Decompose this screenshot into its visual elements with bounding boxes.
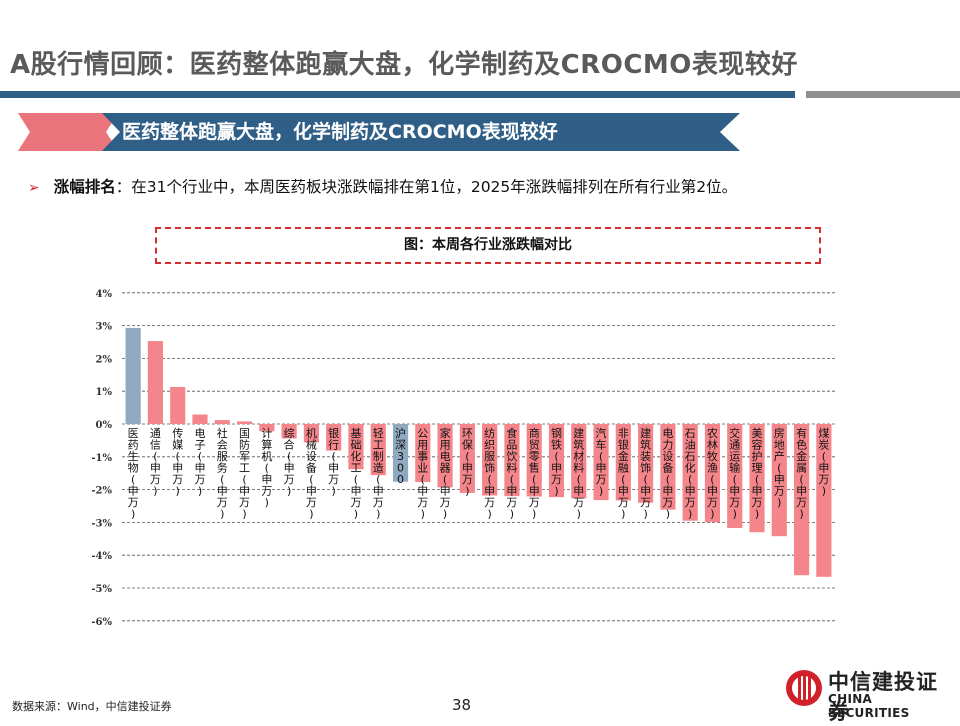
category-label: 纺织服饰(申万) xyxy=(484,426,495,521)
category-label: 环保(申万) xyxy=(462,427,473,498)
category-label: 通信(申万) xyxy=(150,427,161,498)
bar xyxy=(704,424,721,523)
bar xyxy=(482,424,498,496)
category-label: 商贸零售(申万) xyxy=(529,426,540,521)
bullet-arrow-icon: ➢ xyxy=(28,180,40,196)
category-label: 建筑材料(申万) xyxy=(573,426,584,521)
bar xyxy=(281,424,297,439)
title-rule-gray xyxy=(806,91,960,98)
bar xyxy=(170,386,186,424)
category-label: 国防军工(申万) xyxy=(239,427,250,521)
bullet-point: ➢ 涨幅排名：在31个行业中，本周医药板块涨跌幅排在第1位，2025年涨跌幅排列在… xyxy=(28,175,737,197)
bar xyxy=(415,424,431,483)
bar xyxy=(727,424,743,528)
bar xyxy=(660,424,676,510)
category-label: 轻工制造(申万) xyxy=(373,426,384,521)
bar xyxy=(326,424,342,451)
bar xyxy=(526,424,542,497)
bullet-text: ：在31个行业中，本周医药板块涨跌幅排在第1位，2025年涨跌幅排列在所有行业第… xyxy=(115,178,738,196)
logo-english-name: CHINA SECURITIES xyxy=(828,692,910,720)
bar xyxy=(749,424,765,533)
category-label: 非银金融(申万) xyxy=(618,427,629,521)
category-label: 计算机(申万) xyxy=(261,427,272,509)
bar xyxy=(571,424,587,499)
category-label: 有色金属(申万) xyxy=(796,426,807,521)
bar xyxy=(125,327,141,424)
category-label: 综合(申万) xyxy=(284,426,295,498)
bar xyxy=(459,424,475,493)
category-label: 沪深 3 0 0 xyxy=(395,426,406,486)
category-label: 医药生物(申万) xyxy=(128,427,139,521)
category-label: 煤炭(申万) xyxy=(818,427,829,498)
y-tick-label: 2% xyxy=(96,354,113,365)
bar xyxy=(504,424,520,497)
y-tick-label: -4% xyxy=(91,551,112,562)
bar xyxy=(236,421,253,424)
category-label: 建筑装饰(申万) xyxy=(640,426,651,521)
y-tick-label: -1% xyxy=(91,453,112,464)
y-tick-label: -3% xyxy=(91,518,112,529)
company-logo-icon xyxy=(786,670,822,706)
y-tick-label: 4% xyxy=(96,289,113,300)
title-rule-blue xyxy=(0,91,795,98)
data-source: 数据来源：Wind，中信建投证券 xyxy=(12,700,172,713)
bar xyxy=(147,341,163,424)
bar xyxy=(370,424,386,476)
category-label: 食品饮料(申万) xyxy=(506,426,517,521)
y-tick-label: 1% xyxy=(96,387,113,398)
y-tick-label: 3% xyxy=(96,322,113,333)
bar xyxy=(682,424,698,521)
company-logo: 中信建投证券 CHINA SECURITIES xyxy=(784,664,954,724)
bar xyxy=(794,424,810,576)
logo-chinese-name: 中信建投证券 xyxy=(828,670,938,724)
bar xyxy=(348,424,364,470)
category-label: 美容护理(申万) xyxy=(752,427,763,521)
category-label: 农林牧渔(申万) xyxy=(707,426,718,521)
category-label: 交通运输(申万) xyxy=(729,426,740,521)
category-label: 电力设备(申万) xyxy=(662,427,673,521)
bar xyxy=(259,424,275,432)
bar xyxy=(638,424,654,503)
bar xyxy=(816,424,832,577)
category-label: 电子(申万) xyxy=(194,427,205,498)
figure-caption: 图：本周各行业涨跌幅对比 xyxy=(404,237,572,253)
bar xyxy=(192,414,208,424)
y-tick-label: -2% xyxy=(91,486,112,497)
category-label: 银行(申万) xyxy=(328,426,339,498)
y-tick-label: -5% xyxy=(91,584,112,595)
section-banner: 医药整体跑赢大盘，化学制药及CROCMO表现较好 xyxy=(18,113,740,151)
category-label: 汽车(申万) xyxy=(596,426,607,498)
bar xyxy=(303,424,319,443)
category-label: 基础化工(申万) xyxy=(350,427,361,521)
figure-caption-box: 图：本周各行业涨跌幅对比 xyxy=(155,227,821,264)
y-tick-label: 0% xyxy=(96,420,113,431)
category-label: 传媒(申万) xyxy=(172,427,183,498)
bar xyxy=(437,424,453,488)
bullet-keyword: 涨幅排名 xyxy=(53,178,116,196)
bar xyxy=(214,420,230,424)
bar xyxy=(593,424,609,501)
category-label: 钢铁(申万) xyxy=(551,427,562,498)
bar xyxy=(771,424,787,537)
bar xyxy=(392,424,409,482)
page-number: 38 xyxy=(452,696,472,714)
category-label: 机械设备(申万) xyxy=(306,426,317,521)
y-tick-label: -6% xyxy=(91,617,112,628)
category-label: 公用事业(申万) xyxy=(417,427,428,521)
industry-change-bar-chart: 4% 3% 2% 1% 0% -1% -2% -3% -4% -5% -6% 医药生物(申万) 通信(申… xyxy=(91,289,835,628)
page-title: A股行情回顾：医药整体跑赢大盘，化学制药及CROCMO表现较好 xyxy=(10,50,798,80)
bar xyxy=(548,424,565,498)
category-label: 家用电器(申万) xyxy=(440,426,451,521)
banner-shape xyxy=(18,113,740,151)
banner-text: 医药整体跑赢大盘，化学制药及CROCMO表现较好 xyxy=(122,121,558,143)
category-label: 石油石化(申万) xyxy=(685,427,696,521)
bar xyxy=(615,424,631,501)
category-label: 社会服务(申万) xyxy=(217,426,228,521)
category-label: 房地产(申万) xyxy=(774,427,785,509)
